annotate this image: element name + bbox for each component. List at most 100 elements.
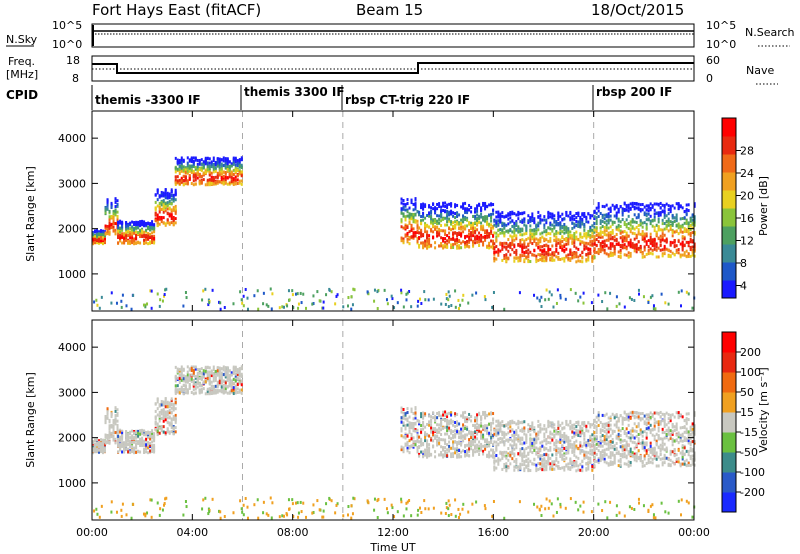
power-echo-cell (457, 307, 460, 311)
power-echo-cell (595, 238, 598, 242)
power-echo-cell (391, 297, 394, 301)
power-echo-cell (454, 226, 457, 230)
power-echo-cell (601, 204, 604, 208)
velocity-echo-cell (444, 432, 447, 436)
velocity-echo-cell (156, 407, 159, 411)
power-echo-cell (436, 207, 439, 211)
power-echo-cell (145, 234, 148, 238)
power-echo-cell (488, 243, 491, 247)
velocity-echo-cell (436, 416, 439, 420)
power-echo-cell (669, 243, 672, 247)
power-echo-cell (200, 162, 203, 166)
velocity-echo-cell (218, 374, 221, 378)
power-echo-cell (410, 212, 413, 216)
power-echo-cell (446, 215, 449, 219)
power-echo-cell (224, 166, 227, 170)
velocity-echo-cell (416, 445, 419, 449)
power-echo-cell (559, 242, 562, 246)
power-echo-cell (499, 249, 502, 253)
velocity-echo-cell (444, 446, 447, 450)
power-echo-cell (444, 232, 447, 236)
power-echo-cell (220, 167, 223, 171)
power-echo-cell (444, 243, 447, 247)
power-echo-cell (350, 307, 353, 311)
power-echo-cell (635, 233, 638, 237)
power-echo-cell (200, 178, 203, 182)
power-echo-cell (601, 244, 604, 248)
power-echo-cell (100, 295, 103, 299)
power-echo-cell (110, 203, 113, 207)
power-echo-cell (108, 232, 111, 236)
velocity-echo-cell (192, 371, 195, 375)
power-echo-cell (208, 170, 211, 174)
velocity-echo-cell (151, 440, 154, 444)
power-echo-cell (232, 183, 235, 187)
velocity-echo-cell (424, 453, 427, 457)
power-echo-cell (551, 255, 554, 259)
power-echo-cell (92, 232, 94, 236)
power-echo-cell (575, 216, 578, 220)
velocity-echo-cell (424, 448, 427, 452)
power-echo-cell (143, 241, 146, 245)
velocity-echo-cell (98, 450, 100, 454)
power-echo-cell (517, 259, 520, 263)
velocity-echo-cell (164, 405, 167, 409)
velocity-echo-cell (404, 427, 407, 431)
power-echo-cell (464, 208, 467, 212)
power-echo-cell (585, 245, 588, 249)
velocity-echo-cell (240, 388, 243, 392)
power-echo-cell (521, 238, 524, 242)
power-echo-cell (597, 233, 600, 237)
power-echo-cell (595, 219, 598, 223)
power-echo-cell (168, 213, 171, 217)
velocity-echo-cell (119, 428, 122, 432)
power-echo-cell (484, 237, 487, 241)
velocity-echo-cell (446, 454, 449, 458)
velocity-echo-cell (220, 381, 223, 385)
power-echo-cell (206, 169, 209, 173)
velocity-echo-cell (414, 440, 417, 444)
velocity-echo-cell (104, 443, 106, 447)
power-echo-cell (591, 259, 594, 263)
power-echo-cell (615, 242, 618, 246)
power-echo-cell (456, 244, 459, 248)
velocity-echo-cell (156, 429, 159, 433)
velocity-echo-cell (149, 449, 152, 453)
noise-right-tick-top: 10^5 (706, 19, 736, 32)
power-echo-cell (110, 222, 113, 226)
power-echo-cell (579, 223, 582, 227)
velocity-echo-cell (420, 437, 423, 441)
power-echo-cell (226, 157, 229, 161)
power-echo-cell (194, 178, 197, 182)
power-echo-cell (555, 244, 558, 248)
power-echo-cell (599, 235, 602, 239)
power-echo-cell (129, 232, 132, 236)
power-echo-cell (647, 250, 650, 254)
power-echo-cell (583, 234, 586, 238)
power-echo-cell (543, 226, 546, 230)
velocity-echo-cell (96, 438, 98, 442)
power-echo-cell (131, 225, 134, 229)
velocity-echo-cell (228, 381, 231, 385)
power-echo-cell (402, 212, 405, 216)
power-echo-cell (519, 220, 522, 224)
power-echo-cell (492, 212, 495, 216)
power-echo-cell (623, 229, 626, 233)
power-echo-cell (561, 248, 564, 252)
velocity-echo-cell (448, 440, 451, 444)
velocity-echo-cell (458, 441, 461, 445)
velocity-echo-cell (162, 414, 165, 418)
power-echo-cell (452, 224, 455, 228)
power-echo-cell (637, 240, 640, 244)
power-echo-cell (446, 223, 449, 227)
velocity-echo-cell (125, 431, 128, 435)
power-echo-cell (444, 302, 447, 306)
velocity-echo-cell (117, 430, 120, 434)
power-echo-cell (162, 192, 165, 196)
power-echo-cell (609, 209, 612, 213)
velocity-echo-cell (129, 450, 132, 454)
power-echo-cell (166, 193, 169, 197)
velocity-echo-cell (212, 391, 215, 395)
velocity-echo-cell (104, 449, 106, 453)
